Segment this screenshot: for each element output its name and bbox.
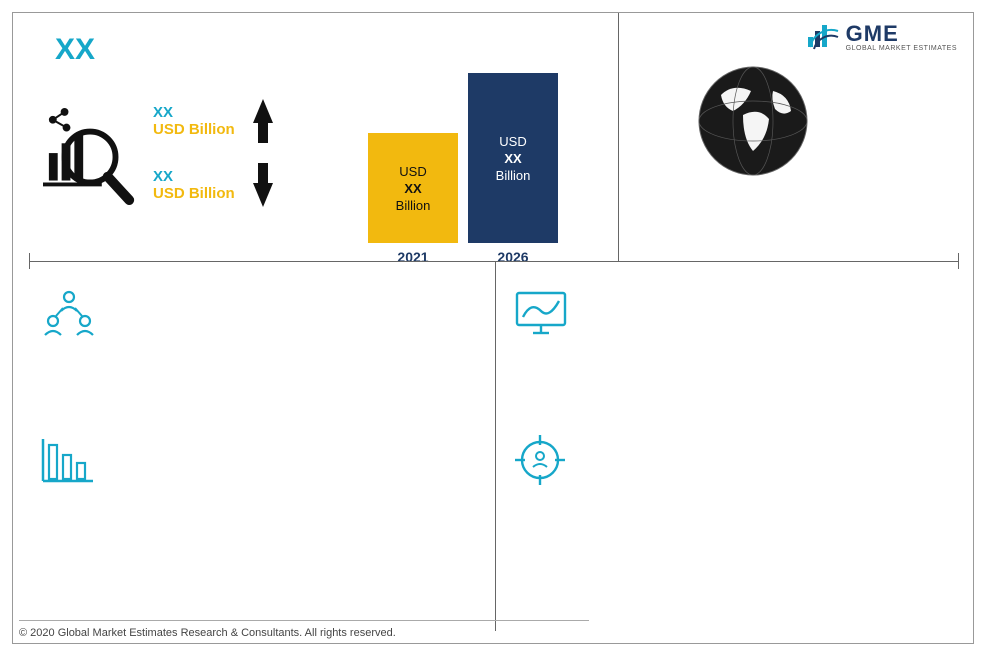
infographic-frame: GME GLOBAL MARKET ESTIMATES XX XX USD Bi — [12, 12, 974, 644]
monitor-trend-icon — [513, 289, 569, 344]
market-size-bar-chart: USD XX Billion 2021 USD XX Billion 2026 — [368, 65, 588, 265]
bar: USD XX Billion — [368, 133, 458, 243]
brand-logo: GME GLOBAL MARKET ESTIMATES — [808, 21, 957, 52]
bar-column: USD XX Billion 2026 — [468, 73, 558, 265]
copyright-footer: © 2020 Global Market Estimates Research … — [19, 620, 589, 639]
arrow-up-icon — [253, 99, 273, 143]
optimistic-unit: USD Billion — [153, 121, 235, 138]
logo-text-block: GME GLOBAL MARKET ESTIMATES — [846, 21, 957, 52]
bar-label-line: USD — [399, 164, 426, 179]
bar-year-label: 2021 — [397, 249, 428, 265]
target-user-icon — [513, 433, 567, 492]
globe-icon — [693, 61, 813, 186]
bar-label-line: Billion — [396, 198, 431, 213]
logo-text: GME — [846, 21, 957, 47]
cagr-number: XX — [55, 33, 95, 67]
logo-subtext: GLOBAL MARKET ESTIMATES — [846, 45, 957, 52]
optimistic-value: XX — [153, 104, 235, 121]
bar-label-line: XX — [404, 181, 421, 196]
analytics-icon — [43, 108, 141, 211]
divider-vertical-top — [618, 13, 619, 261]
bar-column: USD XX Billion 2021 — [368, 133, 458, 265]
optimistic-row: XX USD Billion — [153, 99, 353, 143]
people-network-icon — [41, 289, 97, 346]
bar-chart-icon — [39, 435, 97, 490]
optimistic-text: XX USD Billion — [153, 104, 235, 138]
bar-year-label: 2026 — [497, 249, 528, 265]
divider-vertical-bottom — [495, 261, 496, 631]
pessimistic-row: XX USD Billion — [153, 163, 353, 207]
bar-globe-icon — [808, 23, 840, 51]
pessimistic-text: XX USD Billion — [153, 168, 235, 202]
bar-label-line: USD — [499, 134, 526, 149]
divider-horizontal — [29, 261, 959, 262]
pessimistic-unit: USD Billion — [153, 185, 235, 202]
pessimistic-value: XX — [153, 168, 235, 185]
bar-label-line: Billion — [496, 168, 531, 183]
arrow-down-icon — [253, 163, 273, 207]
cagr-value: XX — [55, 33, 95, 67]
bar-label-line: XX — [504, 151, 521, 166]
bar: USD XX Billion — [468, 73, 558, 243]
